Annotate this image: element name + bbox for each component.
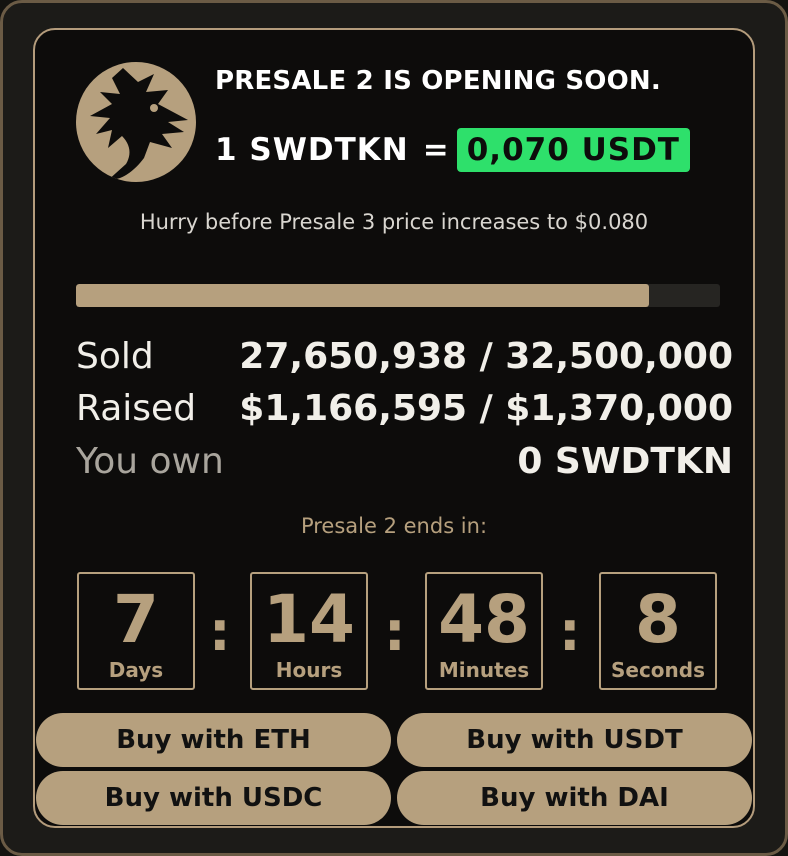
sold-label: Sold (76, 336, 154, 377)
price-increase-notice: Hurry before Presale 3 price increases t… (139, 210, 649, 234)
buy-with-usdt-button[interactable]: Buy with USDT (397, 713, 752, 767)
sale-progress-fill (76, 284, 650, 307)
countdown-minutes-value: 48 (438, 581, 530, 658)
countdown-hours: 14 Hours (250, 572, 368, 690)
countdown-seconds-label: Seconds (610, 658, 706, 682)
countdown-hours-value: 14 (263, 581, 355, 658)
sale-progress-bar (76, 284, 720, 307)
you-own-value: 0 SWDTKN (517, 441, 733, 482)
countdown-minutes-label: Minutes (438, 658, 530, 682)
dragon-logo-icon (76, 62, 196, 182)
rate-equals: = (422, 132, 449, 168)
you-own-label: You own (76, 441, 224, 482)
countdown-separator: : (559, 600, 581, 663)
presale-headline: PRESALE 2 IS OPENING SOON. (215, 66, 661, 96)
rate-token-amount: 1 SWDTKN (215, 132, 409, 168)
countdown-days-label: Days (108, 658, 164, 682)
raised-value: $1,166,595 / $1,370,000 (239, 388, 733, 429)
rate-price-badge: 0,070 USDT (456, 128, 690, 172)
countdown-title: Presale 2 ends in: (300, 514, 488, 538)
buy-with-eth-button[interactable]: Buy with ETH (36, 713, 391, 767)
countdown-seconds: 8 Seconds (599, 572, 717, 690)
countdown-days: 7 Days (77, 572, 195, 690)
buy-with-dai-button[interactable]: Buy with DAI (397, 771, 752, 825)
countdown-hours-label: Hours (275, 658, 343, 682)
countdown-minutes: 48 Minutes (425, 572, 543, 690)
buy-with-usdc-button[interactable]: Buy with USDC (36, 771, 391, 825)
countdown-seconds-value: 8 (635, 581, 681, 658)
sold-value: 27,650,938 / 32,500,000 (239, 336, 733, 377)
countdown-days-value: 7 (113, 581, 159, 658)
countdown-separator: : (209, 600, 231, 663)
countdown-separator: : (384, 600, 406, 663)
raised-label: Raised (76, 388, 197, 429)
token-rate: 1 SWDTKN = 0,070 USDT (215, 124, 690, 176)
